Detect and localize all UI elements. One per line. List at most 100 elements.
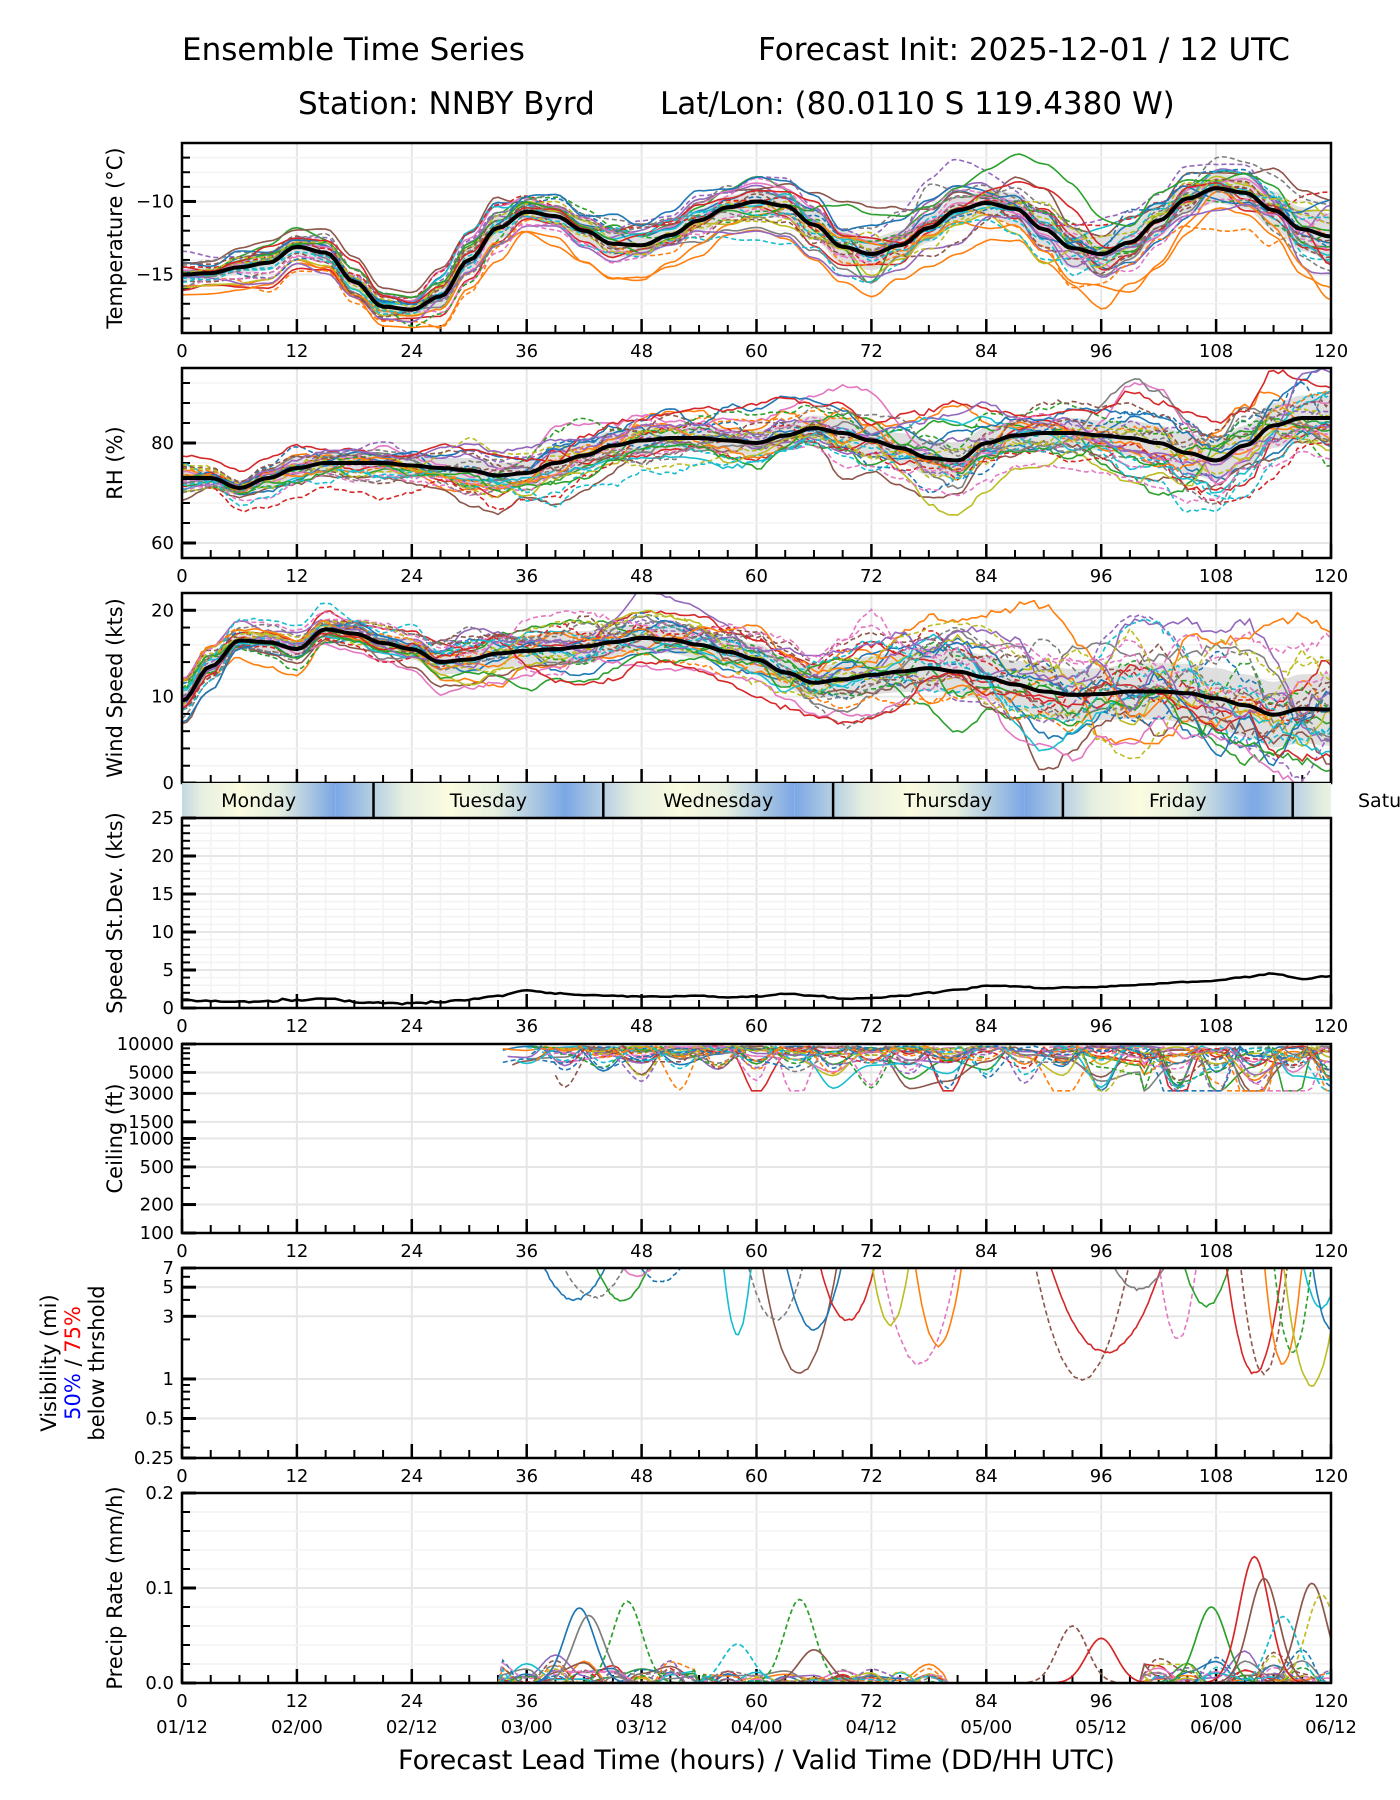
y-tick-label: 7 bbox=[163, 1258, 174, 1279]
x-tick-label: 96 bbox=[1090, 1241, 1113, 1262]
x-tick-label: 36 bbox=[515, 1466, 538, 1487]
valid-time-label: 02/00 bbox=[271, 1717, 323, 1738]
x-tick-label: 0 bbox=[176, 1241, 187, 1262]
x-tick-label: 0 bbox=[176, 1466, 187, 1487]
ensemble-member-line bbox=[182, 410, 1331, 495]
precip-member-line bbox=[182, 1662, 1331, 1683]
y-tick-label: 5 bbox=[163, 960, 174, 981]
y-tick-label: 20 bbox=[151, 600, 174, 621]
separator: / bbox=[61, 1353, 85, 1373]
x-tick-label: 72 bbox=[860, 1691, 883, 1712]
x-tick-label: 108 bbox=[1199, 566, 1233, 587]
ceiling-member-line bbox=[535, 1045, 1331, 1092]
valid-time-label: 03/12 bbox=[616, 1717, 668, 1738]
visibility-member-line bbox=[761, 1268, 838, 1374]
x-tick-label: 84 bbox=[975, 1241, 998, 1262]
ensemble-member-line bbox=[182, 399, 1331, 485]
axes-frame bbox=[180, 141, 1333, 335]
station-label: Station: NNBY Byrd bbox=[298, 86, 595, 122]
panel-temperature: −15 −10 0 12 24 36 48 60 72 84 96 108 120 Temperature… bbox=[103, 141, 1348, 362]
valid-time-label: 01/12 bbox=[156, 1717, 208, 1738]
ensemble-member-line bbox=[182, 168, 1331, 306]
visibility-member-line bbox=[871, 1268, 910, 1327]
day-segment bbox=[1024, 783, 1255, 817]
x-tick-label: 36 bbox=[515, 1691, 538, 1712]
ceiling-member-line bbox=[560, 1045, 1331, 1077]
x-tick-label: 84 bbox=[975, 1016, 998, 1037]
title-left: Ensemble Time Series bbox=[182, 32, 525, 68]
visibility-member-line bbox=[747, 1268, 804, 1322]
precip-peak-line bbox=[1187, 1577, 1331, 1683]
ensemble-mean-line bbox=[182, 627, 1331, 717]
visibility-member-line bbox=[914, 1268, 963, 1348]
x-tick-label: 108 bbox=[1199, 341, 1233, 362]
y-tick-label: 0 bbox=[163, 998, 174, 1019]
x-tick-label: 84 bbox=[975, 1691, 998, 1712]
ensemble-member-line bbox=[182, 368, 1324, 486]
x-tick-label: 84 bbox=[975, 341, 998, 362]
y-axis-label: RH (%) bbox=[103, 426, 127, 499]
x-tick-label: 72 bbox=[860, 1016, 883, 1037]
ensemble-member-line bbox=[182, 420, 1331, 508]
visibility-member-line bbox=[1225, 1268, 1283, 1375]
visibility-member-line bbox=[595, 1268, 650, 1302]
panel-speed-stdev: 0 5 10 15 20 25 0 12 24 36 48 60 72 84 96 108 120 Speed S… bbox=[103, 808, 1348, 1037]
ensemble-member-line bbox=[182, 613, 1331, 707]
x-tick-label: 96 bbox=[1090, 341, 1113, 362]
x-tick-label: 48 bbox=[630, 1691, 653, 1712]
precip-member-line bbox=[182, 1664, 1331, 1683]
y-axis-label: Ceiling (ft) bbox=[103, 1083, 127, 1193]
pct75-label: 75% bbox=[61, 1306, 85, 1353]
ensemble-member-line bbox=[182, 602, 1331, 736]
valid-time-label: 04/00 bbox=[731, 1717, 783, 1738]
x-tick-label: 36 bbox=[515, 1241, 538, 1262]
x-tick-label: 108 bbox=[1199, 1241, 1233, 1262]
visibility-member-line bbox=[563, 1268, 625, 1300]
ensemble-member-line bbox=[182, 183, 1331, 299]
x-tick-label: 120 bbox=[1314, 1016, 1348, 1037]
visibility-member-line bbox=[1240, 1268, 1288, 1376]
panel-precip: 0.0 0.1 0.2 Precip Rate (mm/h) 0 12 24 36 48 60 72… bbox=[103, 1483, 1357, 1776]
x-tick-label: 60 bbox=[745, 1241, 768, 1262]
x-tick-label: 48 bbox=[630, 1016, 653, 1037]
visibility-threshold-label: 50% / 75% bbox=[61, 1306, 85, 1420]
ensemble-member-line bbox=[182, 629, 1331, 756]
x-tick-label: 24 bbox=[400, 341, 423, 362]
x-tick-label: 48 bbox=[630, 341, 653, 362]
visibility-member-line bbox=[881, 1268, 957, 1366]
ensemble-mean-line bbox=[182, 186, 1331, 312]
y-tick-label: 0.5 bbox=[145, 1408, 174, 1429]
ensemble-member-line bbox=[182, 167, 1331, 294]
x-tick-label: 12 bbox=[285, 1016, 308, 1037]
x-tick-label: 60 bbox=[745, 566, 768, 587]
day-label-monday: Monday bbox=[221, 790, 296, 812]
x-tick-label: 12 bbox=[285, 566, 308, 587]
ensemble-member-line bbox=[182, 183, 1331, 317]
x-tick-label: 48 bbox=[630, 1241, 653, 1262]
x-tick-label: 24 bbox=[400, 1691, 423, 1712]
y-tick-label: 3000 bbox=[128, 1083, 174, 1104]
x-tick-label: 84 bbox=[975, 566, 998, 587]
axes-frame bbox=[180, 1266, 1333, 1460]
y-tick-label: 80 bbox=[151, 433, 174, 454]
x-tick-label: 48 bbox=[630, 1466, 653, 1487]
day-segment bbox=[182, 783, 336, 817]
ensemble-member-line bbox=[182, 615, 1331, 723]
ensemble-member-line bbox=[182, 415, 1331, 490]
x-tick-label: 48 bbox=[630, 566, 653, 587]
valid-time-label: 02/12 bbox=[386, 1717, 438, 1738]
ensemble-member-line bbox=[182, 622, 1331, 723]
y-axis-label: Speed St.Dev. (kts) bbox=[103, 812, 127, 1014]
plot-area bbox=[543, 1268, 1331, 1387]
y-tick-label: 25 bbox=[151, 808, 174, 829]
x-tick-label: 60 bbox=[745, 1691, 768, 1712]
x-tick-label: 12 bbox=[285, 341, 308, 362]
visibility-member-line bbox=[621, 1268, 653, 1278]
x-tick-label: 60 bbox=[745, 341, 768, 362]
day-label-friday: Friday bbox=[1149, 790, 1207, 812]
valid-time-label: 06/00 bbox=[1190, 1717, 1242, 1738]
axes-frame bbox=[180, 1042, 1333, 1235]
x-tick-label: 36 bbox=[515, 566, 538, 587]
valid-time-label: 06/12 bbox=[1305, 1717, 1357, 1738]
